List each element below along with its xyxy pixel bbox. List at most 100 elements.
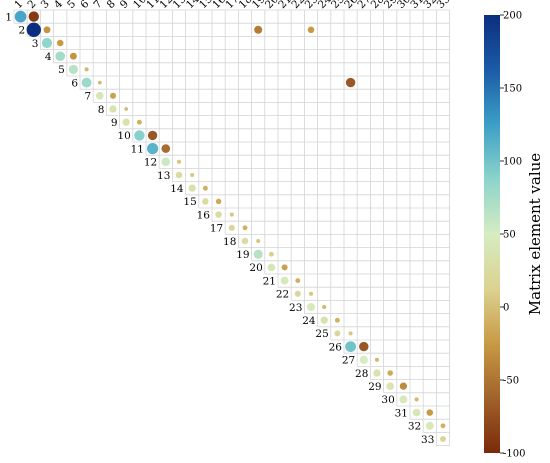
row-tick-label: 13 xyxy=(157,170,170,182)
matrix-bubble xyxy=(229,212,234,217)
matrix-bubble xyxy=(359,355,368,364)
row-labels: 1234567891011121314151617181920212223242… xyxy=(5,11,434,445)
column-tick-label: 8 xyxy=(105,0,118,11)
matrix-bubble xyxy=(190,172,195,178)
row-tick-label: 11 xyxy=(131,143,144,155)
matrix-bubble xyxy=(307,303,315,311)
matrix-bubble xyxy=(146,142,159,155)
row-tick-label: 24 xyxy=(302,315,316,327)
matrix-bubble xyxy=(176,159,182,164)
row-tick-label: 16 xyxy=(197,209,211,221)
column-tick-label: 30 xyxy=(395,0,413,11)
column-tick-label: 14 xyxy=(184,0,202,11)
row-tick-label: 14 xyxy=(170,183,184,195)
matrix-bubble xyxy=(281,264,288,271)
matrix-bubble xyxy=(348,331,353,336)
column-tick-label: 18 xyxy=(237,0,255,11)
matrix-bubble xyxy=(122,118,130,126)
column-tick-label: 21 xyxy=(276,0,294,11)
matrix-bubble xyxy=(359,341,369,352)
column-tick-label: 20 xyxy=(263,0,281,11)
row-tick-label: 32 xyxy=(408,421,421,433)
matrix-bubble xyxy=(41,37,53,49)
matrix-bubble xyxy=(228,224,235,231)
row-tick-label: 15 xyxy=(183,196,196,208)
matrix-bubbles xyxy=(14,10,447,443)
matrix-bubble xyxy=(254,25,263,34)
matrix-bubble xyxy=(26,22,41,37)
matrix-bubble xyxy=(334,330,341,337)
matrix-bubble xyxy=(256,238,261,244)
matrix-bubble xyxy=(307,26,315,34)
matrix-bubble xyxy=(241,237,249,245)
matrix-bubble xyxy=(373,369,381,377)
column-tick-label: 32 xyxy=(421,0,439,11)
matrix-bubble xyxy=(412,408,421,417)
matrix-bubble xyxy=(202,185,208,191)
column-tick-label: 33 xyxy=(435,0,453,11)
matrix-bubble xyxy=(399,382,408,390)
matrix-bubble xyxy=(68,64,78,74)
matrix-bubble xyxy=(55,51,66,62)
row-tick-label: 20 xyxy=(249,262,262,274)
row-tick-label: 31 xyxy=(395,407,408,419)
matrix-bubble xyxy=(56,39,64,47)
matrix-bubble xyxy=(308,291,314,296)
column-tick-label: 4 xyxy=(52,0,65,11)
column-tick-label: 2 xyxy=(25,0,38,11)
column-tick-label: 11 xyxy=(144,0,162,11)
row-tick-label: 10 xyxy=(117,130,130,142)
column-tick-label: 26 xyxy=(342,0,360,11)
matrix-bubble xyxy=(109,92,117,99)
colorbar-tick-label: 0 xyxy=(503,303,509,314)
matrix-bubble xyxy=(426,409,434,416)
matrix-bubble xyxy=(253,249,263,259)
matrix-bubble xyxy=(84,67,89,72)
colorbar-ticks: 200 150 100 50 0 -50 -100 xyxy=(500,11,525,460)
row-tick-label: 4 xyxy=(45,51,52,63)
column-tick-label: 25 xyxy=(329,0,347,11)
matrix-bubble xyxy=(242,225,248,231)
column-tick-label: 27 xyxy=(355,0,373,11)
matrix-bubble xyxy=(188,184,196,192)
column-tick-label: 17 xyxy=(223,0,241,11)
matrix-bubble xyxy=(97,80,102,85)
row-tick-label: 8 xyxy=(98,104,105,116)
matrix-bubble xyxy=(294,290,301,297)
matrix-bubble xyxy=(374,357,380,362)
matrix-bubble xyxy=(202,198,209,205)
column-tick-label: 9 xyxy=(118,0,131,11)
row-tick-label: 3 xyxy=(32,38,39,50)
colorbar-gradient xyxy=(484,15,500,453)
column-tick-label: 31 xyxy=(408,0,426,11)
row-tick-label: 19 xyxy=(236,249,249,261)
matrix-grid xyxy=(13,9,451,447)
colorbar-tick-label: 150 xyxy=(503,84,522,95)
row-tick-label: 9 xyxy=(111,117,118,129)
colorbar-tick-label: -50 xyxy=(503,376,519,387)
matrix-bubble xyxy=(345,77,356,88)
column-tick-label: 29 xyxy=(382,0,400,11)
column-tick-label: 23 xyxy=(303,0,321,11)
column-tick-label: 12 xyxy=(157,0,175,11)
matrix-bubble xyxy=(425,421,434,430)
row-tick-label: 5 xyxy=(58,64,65,76)
column-tick-label: 22 xyxy=(289,0,307,11)
matrix-bubble xyxy=(268,251,274,257)
row-tick-label: 25 xyxy=(315,328,328,340)
matrix-bubble xyxy=(136,119,142,125)
matrix-bubble xyxy=(147,130,158,141)
column-tick-label: 19 xyxy=(250,0,268,11)
matrix-bubble xyxy=(399,395,408,404)
matrix-bubble xyxy=(267,263,276,272)
column-tick-label: 5 xyxy=(65,0,78,11)
row-tick-label: 1 xyxy=(5,11,12,23)
column-labels: 1 2 3 4 5 6 7 8 9 1011121314151617181920212223242… xyxy=(12,0,452,11)
matrix-bubble xyxy=(215,211,222,218)
matrix-bubble xyxy=(14,10,27,23)
column-tick-label: 3 xyxy=(39,0,52,11)
colorbar-tick-label: 100 xyxy=(503,157,522,168)
matrix-bubble xyxy=(43,26,51,34)
matrix-bubble xyxy=(295,278,301,284)
matrix-bubble xyxy=(320,316,328,324)
